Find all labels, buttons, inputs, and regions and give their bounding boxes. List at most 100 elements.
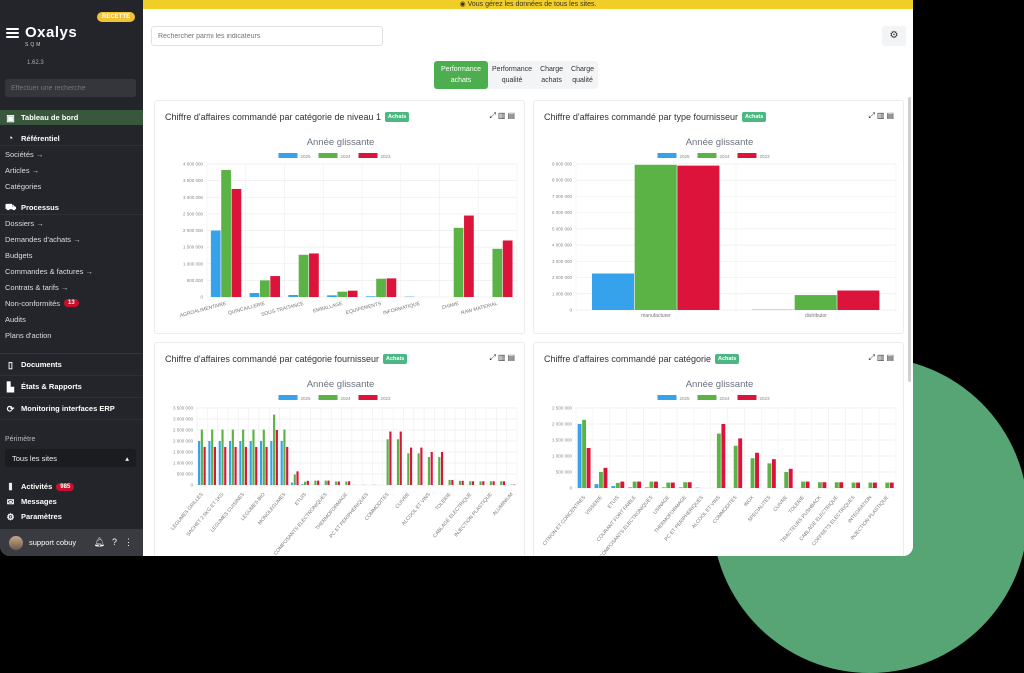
svg-text:EMBALLAGE: EMBALLAGE: [312, 301, 343, 315]
svg-text:5 000 000: 5 000 000: [552, 226, 573, 231]
sidebar-item-plans-action[interactable]: Plans d'action: [0, 327, 143, 343]
svg-text:INFORMATIQUE: INFORMATIQUE: [383, 301, 422, 317]
sidebar-item-demandes-achats[interactable]: Demandes d'achats →: [0, 231, 143, 247]
svg-text:2024: 2024: [720, 396, 731, 401]
sidebar-item-label: Paramètres: [21, 512, 62, 521]
sidebar-section-referentiel[interactable]: ◔ Référentiel: [0, 131, 143, 146]
sidebar-item-non-conformites[interactable]: Non-conformités 13: [0, 295, 143, 311]
expand-icon[interactable]: ⤢: [489, 353, 495, 363]
sidebar-item-parametres[interactable]: ⚙ Paramètres: [0, 509, 143, 524]
svg-text:2 500 000: 2 500 000: [552, 406, 573, 411]
svg-text:SOUS-TRAITANCE: SOUS-TRAITANCE: [261, 301, 306, 318]
sidebar-item-label: Tableau de bord: [21, 113, 78, 122]
svg-text:CUIVRE: CUIVRE: [394, 491, 411, 510]
help-icon[interactable]: ?: [112, 537, 117, 548]
svg-text:Année glissante: Année glissante: [686, 379, 754, 390]
hamburger-menu-icon[interactable]: [6, 28, 19, 38]
svg-text:CITRON ET CONCENTRES: CITRON ET CONCENTRES: [542, 494, 588, 547]
bar-chart-icon[interactable]: ▥: [877, 111, 885, 121]
bar-chart-icon[interactable]: ▥: [498, 111, 506, 121]
sidebar-item-societes[interactable]: Sociétés →: [0, 146, 143, 162]
bell-icon[interactable]: 🔔︎: [94, 537, 105, 548]
svg-text:2025: 2025: [680, 396, 691, 401]
sidebar-item-commandes-factures[interactable]: Commandes & factures →: [0, 263, 143, 279]
sidebar-item-categories[interactable]: Catégories: [0, 178, 143, 194]
svg-text:2025: 2025: [680, 154, 691, 159]
sidebar-section-processus[interactable]: ⛟ Processus: [0, 200, 143, 215]
svg-text:CUIVRE: CUIVRE: [772, 494, 789, 513]
indicator-search-input[interactable]: [151, 26, 383, 46]
sidebar-section-monitoring-erp[interactable]: ⟳ Monitoring interfaces ERP: [0, 398, 143, 420]
table-icon[interactable]: ▤: [886, 111, 894, 121]
svg-text:2 000 000: 2 000 000: [183, 228, 204, 233]
app-window: Oxalys SQM RECETTE 1.62.3 ▣ Tableau de b…: [0, 0, 913, 556]
document-icon: ▯: [5, 360, 16, 370]
user-name[interactable]: support cobuy: [29, 538, 76, 547]
sidebar-item-dossiers[interactable]: Dossiers →: [0, 215, 143, 231]
more-vertical-icon[interactable]: ⋮: [124, 537, 133, 548]
svg-text:1 500 000: 1 500 000: [183, 245, 204, 250]
sidebar-section-label: Documents: [21, 360, 62, 369]
svg-text:3 000 000: 3 000 000: [173, 417, 194, 422]
perimetre-label: Périmètre: [5, 436, 35, 443]
envelope-icon: ✉: [5, 497, 16, 507]
svg-text:4 000 000: 4 000 000: [183, 162, 204, 167]
bar-chart-icon[interactable]: ▥: [498, 353, 506, 363]
svg-text:2 000 000: 2 000 000: [173, 439, 194, 444]
environment-badge: RECETTE: [97, 12, 135, 22]
monitor-icon: ▣: [5, 113, 16, 123]
svg-text:500 000: 500 000: [177, 472, 194, 477]
sidebar-item-dashboard[interactable]: ▣ Tableau de bord: [0, 110, 143, 125]
perimetre-select[interactable]: Tous les sites ▴: [5, 449, 136, 467]
sync-icon: ⟳: [5, 404, 16, 414]
sidebar-item-articles[interactable]: Articles →: [0, 162, 143, 178]
sidebar-item-messages[interactable]: ✉ Messages: [0, 494, 143, 509]
table-icon[interactable]: ▤: [886, 353, 894, 363]
sidebar-section-label: Monitoring interfaces ERP: [21, 404, 115, 413]
svg-text:0: 0: [569, 308, 572, 313]
sidebar-search-input[interactable]: [5, 79, 136, 97]
sidebar-item-budgets[interactable]: Budgets: [0, 247, 143, 263]
sidebar: Oxalys SQM RECETTE 1.62.3 ▣ Tableau de b…: [0, 0, 143, 556]
expand-icon[interactable]: ⤢: [868, 111, 874, 121]
user-bar: support cobuy 🔔︎ ? ⋮: [0, 529, 143, 556]
svg-text:2023: 2023: [381, 154, 392, 159]
table-icon[interactable]: ▤: [507, 111, 515, 121]
settings-button[interactable]: ⚙: [882, 26, 906, 46]
svg-text:6 000 000: 6 000 000: [552, 210, 573, 215]
expand-icon[interactable]: ⤢: [489, 111, 495, 121]
svg-text:3 500 000: 3 500 000: [183, 178, 204, 183]
svg-text:1 000 000: 1 000 000: [552, 291, 573, 296]
avatar[interactable]: [9, 536, 23, 550]
svg-text:500 000: 500 000: [556, 470, 573, 475]
caret-up-icon: ▴: [125, 454, 129, 462]
version-label: 1.62.3: [27, 60, 44, 66]
svg-text:0: 0: [200, 295, 203, 300]
svg-text:INOX: INOX: [743, 494, 756, 508]
svg-text:distributor: distributor: [805, 313, 827, 319]
svg-text:CABLAGE ELECTRIQUE: CABLAGE ELECTRIQUE: [432, 491, 474, 539]
sidebar-item-label: Activités: [21, 482, 52, 491]
table-icon[interactable]: ▤: [507, 353, 515, 363]
sidebar-section-documents[interactable]: ▯ Documents: [0, 354, 143, 376]
expand-icon[interactable]: ⤢: [868, 353, 874, 363]
svg-text:7 000 000: 7 000 000: [552, 194, 573, 199]
logo-row: Oxalys: [6, 26, 77, 40]
svg-text:2024: 2024: [341, 396, 352, 401]
svg-text:ETUIS: ETUIS: [607, 494, 621, 510]
sidebar-item-contrats-tarifs[interactable]: Contrats & tarifs →: [0, 279, 143, 295]
scrollbar[interactable]: [908, 97, 911, 382]
bar-chart-icon[interactable]: ▥: [877, 353, 885, 363]
sidebar-section-etats-rapports[interactable]: ▙ États & Rapports: [0, 376, 143, 398]
sidebar-item-activites[interactable]: ⦀ Activités 985: [0, 479, 143, 494]
svg-text:3 500 000: 3 500 000: [173, 406, 194, 411]
sidebar-item-audits[interactable]: Audits: [0, 311, 143, 327]
svg-text:8 000 000: 8 000 000: [552, 178, 573, 183]
